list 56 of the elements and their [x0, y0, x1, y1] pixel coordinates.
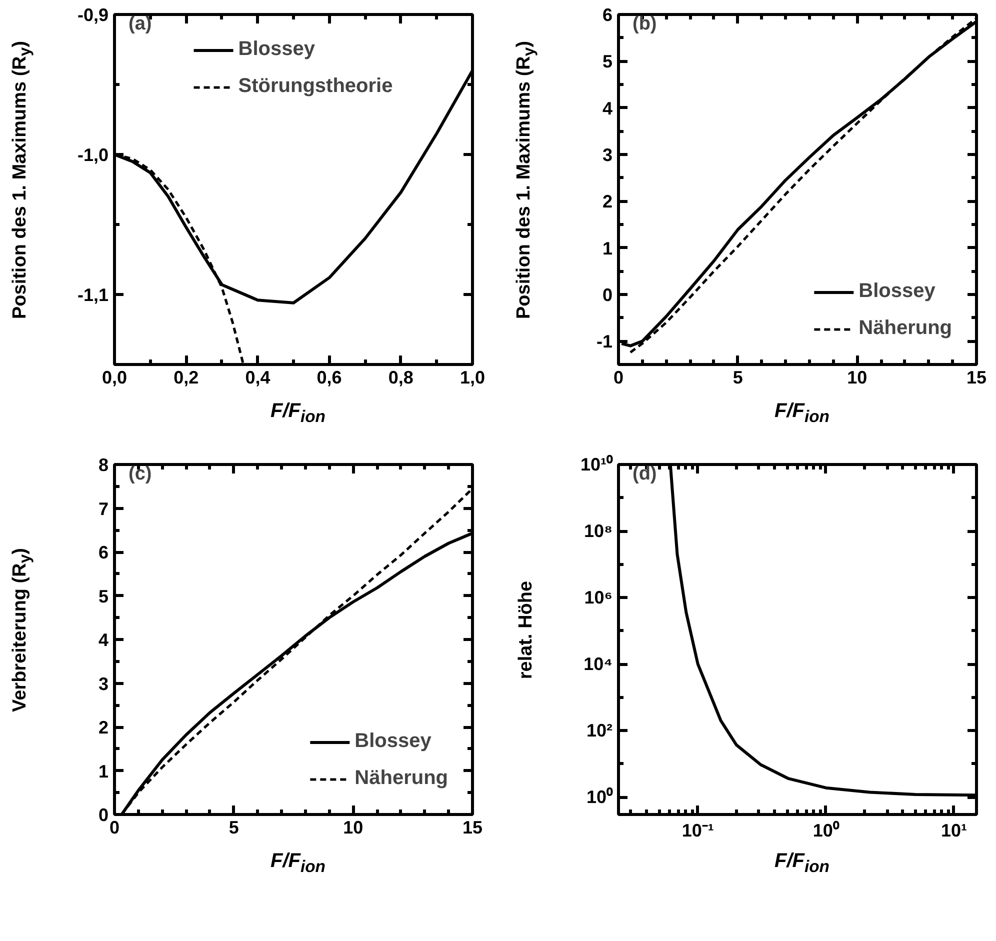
legend-label: Näherung — [354, 767, 448, 790]
legend-label: Blossey — [238, 38, 315, 61]
y-tick-label: -1 — [596, 332, 613, 352]
y-tick-label: 10² — [586, 720, 613, 741]
y-tick-label: 0 — [602, 285, 613, 305]
legend-label: Näherung — [858, 317, 952, 340]
y-tick-label: -1,0 — [77, 145, 109, 165]
y-tick-label: 2 — [98, 718, 109, 738]
annotation: (b) — [632, 14, 657, 34]
legend-label: Blossey — [858, 280, 936, 303]
x-axis-title: F/F$_{ion}$ — [774, 849, 830, 878]
annotation: (d) — [632, 464, 657, 484]
x-tick-label: 10¹ — [940, 820, 967, 840]
x-tick-label: 0,8 — [388, 368, 414, 388]
x-tick-label: 10 — [343, 818, 364, 838]
y-tick-label: 2 — [602, 192, 613, 212]
y-tick-label: 1 — [602, 238, 613, 258]
y-tick-label: 6 — [98, 542, 109, 562]
x-tick-label: 0,0 — [102, 368, 128, 388]
x-tick-label: 15 — [462, 818, 483, 838]
y-tick-label: 4 — [98, 630, 109, 650]
x-tick-label: 10⁻¹ — [682, 820, 714, 840]
y-tick-label: 8 — [98, 455, 109, 475]
x-tick-label: 5 — [732, 368, 743, 388]
legend-label: Blossey — [354, 730, 432, 753]
annotation: (a) — [128, 14, 152, 34]
x-tick-label: 0,2 — [174, 368, 199, 388]
x-tick-label: 0,6 — [316, 368, 342, 388]
y-tick-label: 10¹⁰ — [580, 454, 614, 474]
y-tick-label: 1 — [98, 761, 109, 782]
x-tick-label: 15 — [966, 368, 987, 388]
annotation: (c) — [128, 464, 152, 484]
x-tick-label: 10 — [847, 368, 868, 388]
y-tick-label: 10⁸ — [584, 521, 612, 542]
legend-label: Störungstheorie — [238, 75, 393, 98]
y-tick-label: 0 — [98, 805, 109, 825]
x-tick-label: 1,0 — [460, 368, 486, 388]
y-tick-label: 4 — [602, 98, 613, 118]
y-tick-label: 3 — [602, 145, 613, 165]
x-axis-title: F/F$_{ion}$ — [270, 849, 326, 878]
y-tick-label: 6 — [602, 5, 613, 25]
y-tick-label: 7 — [98, 498, 109, 519]
x-tick-label: 0,4 — [245, 368, 270, 388]
y-tick-label: 5 — [98, 586, 109, 606]
y-tick-label: 3 — [98, 674, 109, 694]
y-tick-label: -0,9 — [77, 5, 109, 25]
y-axis-title: relat. Höhe — [514, 580, 538, 680]
x-tick-label: 5 — [228, 818, 239, 838]
y-tick-label: 5 — [602, 52, 613, 72]
y-tick-label: -1,1 — [77, 285, 109, 305]
x-tick-label: 10⁰ — [812, 820, 840, 840]
x-axis-title: F/F$_{ion}$ — [270, 399, 326, 428]
y-tick-label: 10⁶ — [584, 588, 613, 608]
y-tick-label: 10⁰ — [586, 787, 614, 808]
x-axis-title: F/F$_{ion}$ — [774, 399, 830, 428]
y-tick-label: 10⁴ — [584, 654, 613, 674]
